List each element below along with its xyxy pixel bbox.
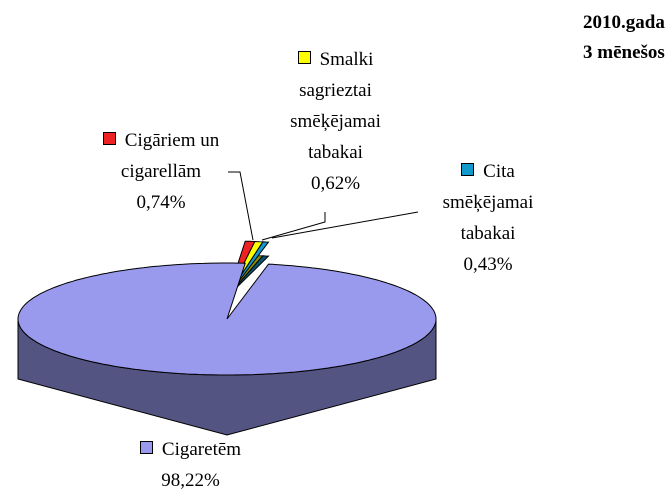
title: 2010.gada 3 mēnešos bbox=[583, 8, 665, 68]
slice-label: Cigaretēm 98,22% bbox=[108, 434, 273, 491]
slice-label: Cigāriem un cigarellām 0,74% bbox=[76, 125, 246, 218]
value-label: 0,43% bbox=[463, 254, 513, 275]
value-label: 0,74% bbox=[136, 192, 186, 213]
legend-swatch bbox=[297, 51, 311, 64]
legend-swatch bbox=[139, 441, 153, 454]
category: Cigaretēm bbox=[161, 439, 242, 460]
value-label: 98,22% bbox=[161, 470, 220, 491]
title-line: 2010.gada bbox=[583, 12, 665, 33]
category: Smalki sagrieztai smēķējamai tabakai bbox=[290, 49, 381, 163]
slice-label: Cita smēķējamai tabakai 0,43% bbox=[418, 156, 558, 280]
leader-line bbox=[228, 171, 254, 241]
category: Cigāriem un cigarellām bbox=[120, 130, 220, 182]
legend-swatch bbox=[102, 132, 116, 145]
value-label: 0,62% bbox=[310, 173, 361, 194]
pie bbox=[17, 240, 437, 436]
slice bbox=[17, 262, 437, 376]
leader-line bbox=[261, 212, 326, 241]
category: Cita smēķējamai tabakai bbox=[442, 161, 534, 244]
slice-label: Smalki sagrieztai smēķējamai tabakai 0,62… bbox=[268, 44, 403, 199]
title-line: 3 mēnešos bbox=[583, 42, 665, 63]
legend-swatch bbox=[461, 163, 475, 176]
leader-line bbox=[271, 211, 419, 239]
